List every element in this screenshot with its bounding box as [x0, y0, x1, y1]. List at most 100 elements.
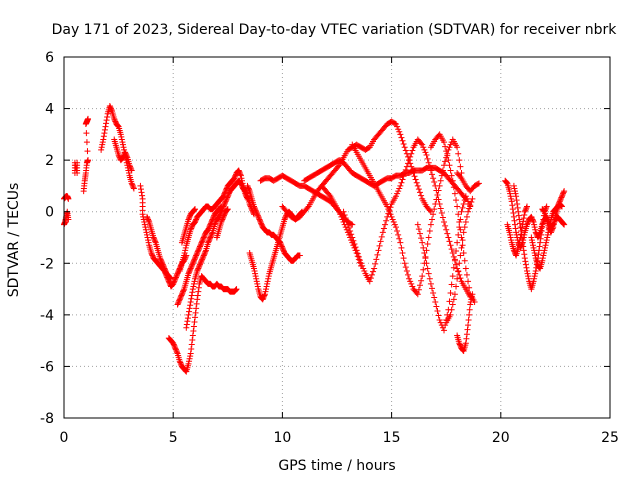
data-point	[367, 275, 374, 282]
data-point	[391, 221, 398, 228]
data-point	[561, 221, 568, 228]
y-tick-label: -2	[40, 256, 54, 272]
data-point	[457, 275, 464, 282]
data-point	[460, 347, 467, 354]
data-point	[453, 283, 460, 290]
y-axis-label: SDTVAR / TECUs	[6, 183, 22, 298]
data-point	[412, 176, 419, 183]
data-point	[237, 171, 244, 178]
data-point	[422, 255, 429, 262]
data-point	[535, 251, 542, 258]
data-point	[448, 306, 455, 313]
data-point	[532, 252, 539, 259]
data-point	[119, 141, 126, 148]
data-point	[453, 261, 460, 268]
data-point	[200, 252, 207, 259]
data-point	[219, 216, 226, 223]
y-tick-label: 2	[45, 153, 54, 169]
data-point	[247, 202, 254, 209]
data-point	[99, 139, 106, 146]
data-point	[201, 249, 208, 256]
data-point	[253, 275, 260, 282]
data-point	[400, 141, 407, 148]
data-point	[98, 146, 105, 153]
data-point	[407, 153, 414, 160]
data-point	[151, 237, 158, 244]
x-tick-label: 5	[169, 430, 178, 446]
data-point	[419, 141, 426, 148]
data-point	[510, 210, 517, 217]
data-point	[463, 271, 470, 278]
series-arc-24	[427, 131, 478, 305]
data-point	[194, 249, 201, 256]
data-point	[175, 298, 182, 305]
data-point	[255, 213, 262, 220]
data-point	[198, 239, 205, 246]
data-point	[262, 288, 269, 295]
data-point	[162, 268, 169, 275]
data-point	[74, 159, 81, 166]
data-point	[551, 216, 558, 223]
x-tick-label: 15	[383, 430, 401, 446]
data-point	[524, 270, 531, 277]
data-point	[143, 229, 150, 236]
series-arc-8	[143, 213, 175, 282]
data-point	[144, 234, 151, 241]
data-point	[232, 286, 239, 293]
data-point	[149, 252, 156, 259]
data-point	[104, 113, 111, 120]
data-point	[453, 248, 460, 255]
data-point	[540, 207, 547, 214]
series-arc-14	[213, 206, 231, 241]
data-point	[465, 208, 472, 215]
data-point	[186, 268, 193, 275]
series-arc-32	[539, 200, 565, 236]
data-point	[430, 175, 437, 182]
data-point	[462, 193, 469, 200]
data-point	[193, 251, 200, 258]
data-point	[130, 185, 137, 192]
data-point	[171, 277, 178, 284]
data-point	[531, 249, 538, 256]
data-point	[257, 219, 264, 226]
data-point	[515, 244, 522, 251]
data-point	[558, 193, 565, 200]
data-point	[536, 243, 543, 250]
data-point	[447, 289, 454, 296]
data-point	[128, 180, 135, 187]
data-point	[455, 150, 462, 157]
data-point	[341, 221, 348, 228]
data-point	[450, 184, 457, 191]
data-point	[188, 224, 195, 231]
data-point	[253, 210, 260, 217]
data-point	[192, 309, 199, 316]
data-point	[195, 288, 202, 295]
data-point	[148, 251, 155, 258]
data-point	[196, 261, 203, 268]
data-point	[253, 208, 260, 215]
data-point	[458, 234, 465, 241]
data-point	[198, 258, 205, 265]
data-point	[406, 157, 413, 164]
data-point	[278, 242, 285, 249]
data-point	[437, 319, 444, 326]
data-point	[137, 186, 144, 193]
data-point	[511, 185, 518, 192]
data-point	[404, 271, 411, 278]
data-point	[261, 291, 268, 298]
data-point	[457, 163, 464, 170]
data-point	[237, 180, 244, 187]
data-point	[397, 182, 404, 189]
data-point	[346, 231, 353, 238]
data-point	[208, 231, 215, 238]
data-point	[177, 359, 184, 366]
data-point	[543, 237, 550, 244]
data-point	[206, 222, 213, 229]
data-point	[341, 211, 348, 218]
data-point	[444, 152, 451, 159]
data-point	[160, 264, 167, 271]
data-point	[361, 268, 368, 275]
data-point	[531, 247, 538, 254]
data-point	[550, 224, 557, 231]
